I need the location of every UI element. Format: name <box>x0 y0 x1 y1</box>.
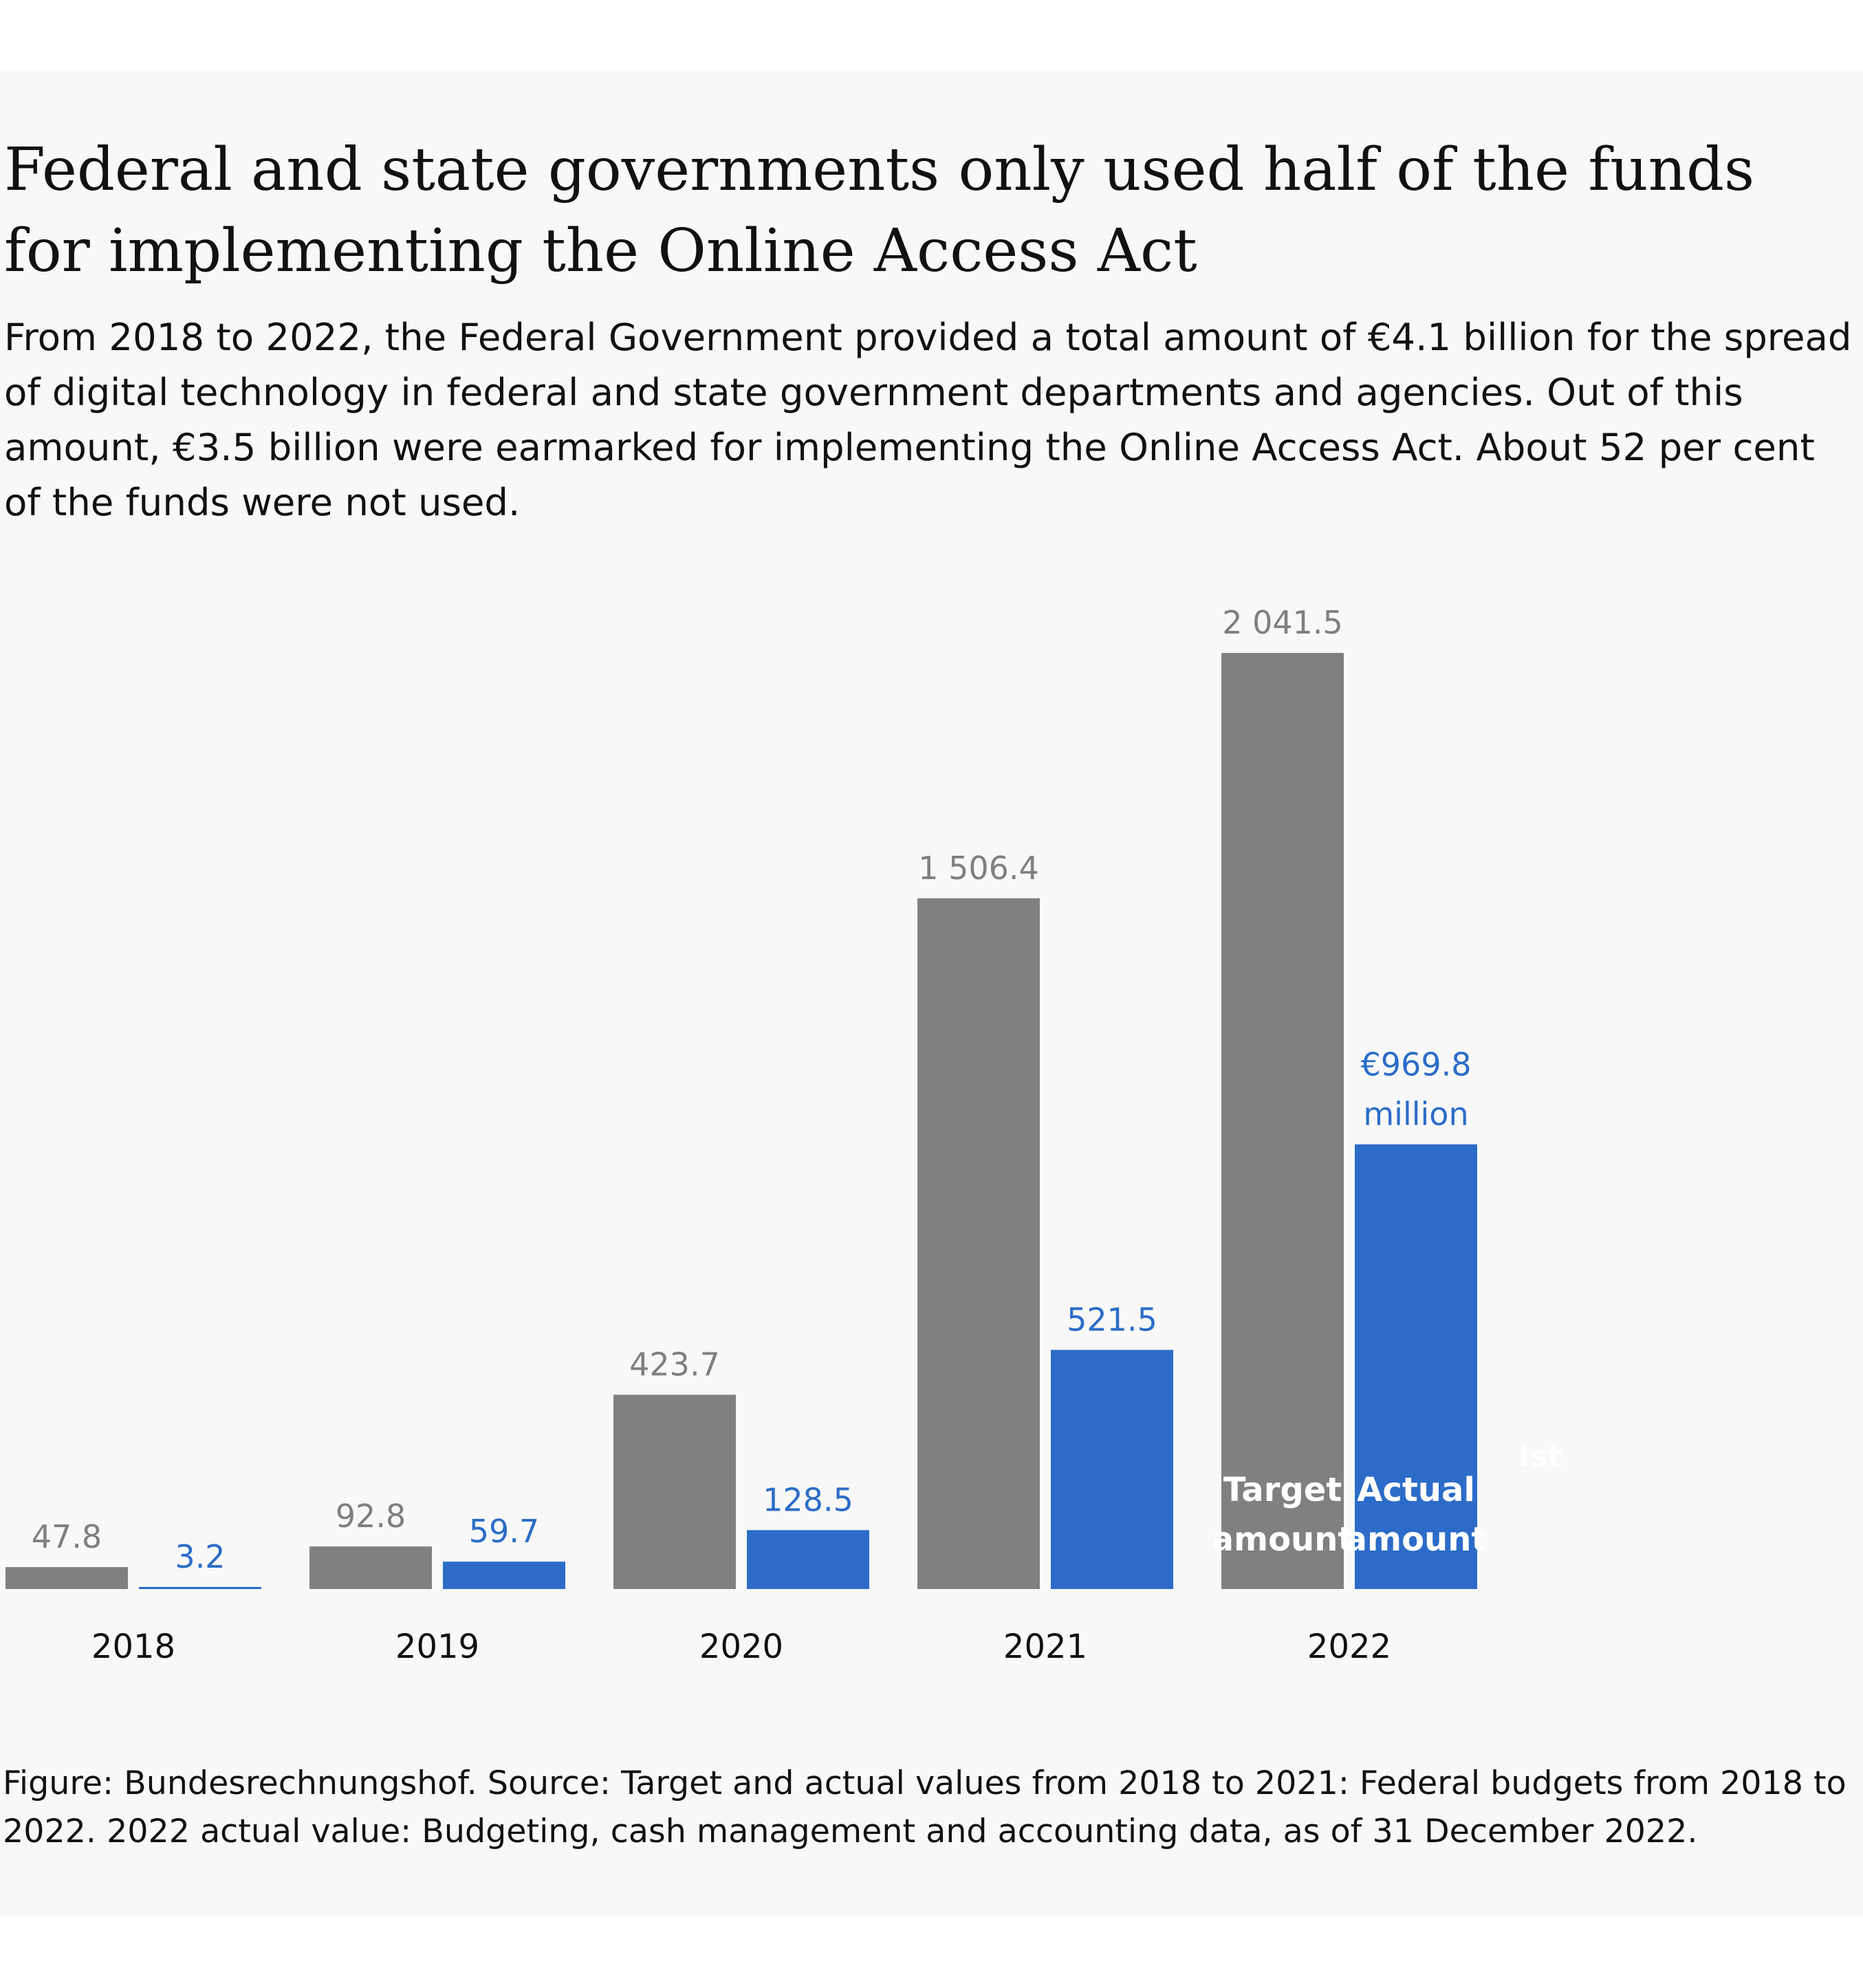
value-label-actual-2021: 521.5 <box>1067 1301 1157 1338</box>
category-label-2022: 2022 <box>1307 1628 1391 1665</box>
value-label-actual-2020: 128.5 <box>763 1481 853 1518</box>
legend-actual-line-2: amount <box>1345 1520 1488 1559</box>
chart-title: Federal and state governments only used … <box>4 136 1755 285</box>
value-label-target-2019: 92.8 <box>336 1498 406 1535</box>
chart-subtitle: From 2018 to 2022, the Federal Governmen… <box>4 315 1852 524</box>
bar-target-2018 <box>6 1567 128 1589</box>
bar-target-2022 <box>1221 653 1344 1589</box>
legend-actual-line-1: Actual <box>1357 1471 1475 1509</box>
value-label-unit-2022: million <box>1363 1096 1468 1133</box>
category-label-2020: 2020 <box>699 1628 783 1665</box>
bar-actual-2022 <box>1355 1144 1477 1589</box>
value-label-target-2022: 2 041.5 <box>1222 604 1343 641</box>
value-label-actual-2022: €969.8 <box>1361 1046 1472 1083</box>
bars-layer <box>6 653 1477 1589</box>
bar-actual-2019 <box>443 1562 565 1589</box>
value-label-actual-2019: 59.7 <box>469 1513 539 1550</box>
bar-actual-2021 <box>1051 1350 1173 1589</box>
category-label-2021: 2021 <box>1003 1628 1087 1665</box>
bar-target-2020 <box>613 1394 736 1589</box>
bar-target-2019 <box>309 1546 432 1589</box>
value-labels-layer: 47.8 3.2 92.8 59.7 423.7 128.5 1 506.4 521.5 2 0… <box>32 604 1472 1575</box>
bar-target-2021 <box>917 898 1040 1589</box>
annotation-ist: Ist <box>1518 1439 1562 1474</box>
legend-target-line-2: amount <box>1212 1520 1354 1559</box>
chart-footer-source: Figure: Bundesrechnungshof. Source: Targ… <box>3 1764 1846 1850</box>
value-label-target-2021: 1 506.4 <box>918 850 1039 887</box>
category-label-2019: 2019 <box>395 1628 479 1665</box>
category-labels-layer: 2018 2019 2020 2021 2022 <box>91 1628 1391 1665</box>
value-label-actual-2018: 3.2 <box>175 1538 225 1575</box>
bar-actual-2018 <box>139 1587 261 1589</box>
value-label-target-2018: 47.8 <box>32 1518 102 1555</box>
category-label-2018: 2018 <box>91 1628 175 1665</box>
value-label-target-2020: 423.7 <box>629 1346 720 1383</box>
bar-actual-2020 <box>747 1530 869 1589</box>
bar-chart: 47.8 3.2 92.8 59.7 423.7 128.5 1 506.4 521.5 2 0… <box>6 604 1562 1665</box>
legend-target-line-1: Target <box>1223 1471 1342 1509</box>
